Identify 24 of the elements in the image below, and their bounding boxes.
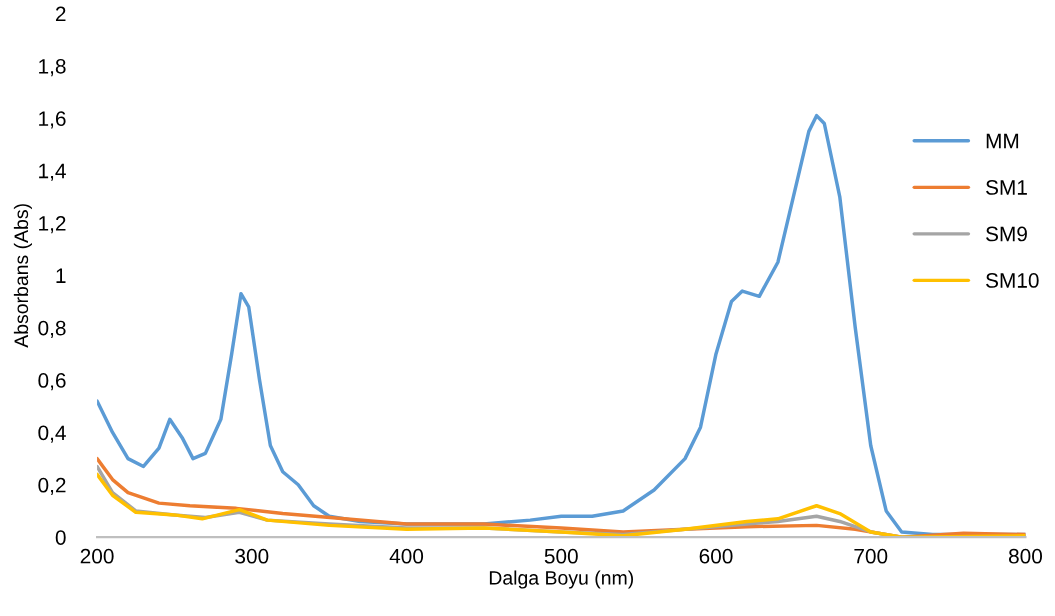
x-tick-label: 200 [80,548,114,564]
y-tick-label: 2 [55,6,66,22]
x-tick-label: 600 [699,548,733,564]
legend-label: MM [986,133,1019,149]
legend-label: SM10 [986,273,1039,288]
x-tick-label: 400 [389,548,424,564]
y-tick-label: 1,8 [39,58,66,77]
x-tick-label: 700 [854,548,888,564]
y-tick-label: 0,4 [38,425,66,443]
x-tick-label: 800 [1008,548,1043,564]
y-tick-label: 1,2 [39,215,66,234]
x-tick-label: 300 [235,548,269,564]
y-axis-title: Absorbans (Abs) [13,204,32,348]
x-axis-title: Dalga Boyu (nm) [489,570,633,589]
y-tick-label: 1 [56,268,66,283]
y-tick-label: 1,4 [39,163,66,181]
y-tick-label: 1,6 [39,111,66,129]
x-tick-label: 500 [544,548,578,564]
legend-label: SM9 [986,226,1027,242]
y-tick-label: 0,2 [38,477,66,496]
y-tick-label: 0,8 [38,320,66,338]
y-tick-label: 0,6 [38,373,66,391]
y-tick-label: 0 [55,530,66,545]
legend-label: SM1 [986,180,1027,195]
